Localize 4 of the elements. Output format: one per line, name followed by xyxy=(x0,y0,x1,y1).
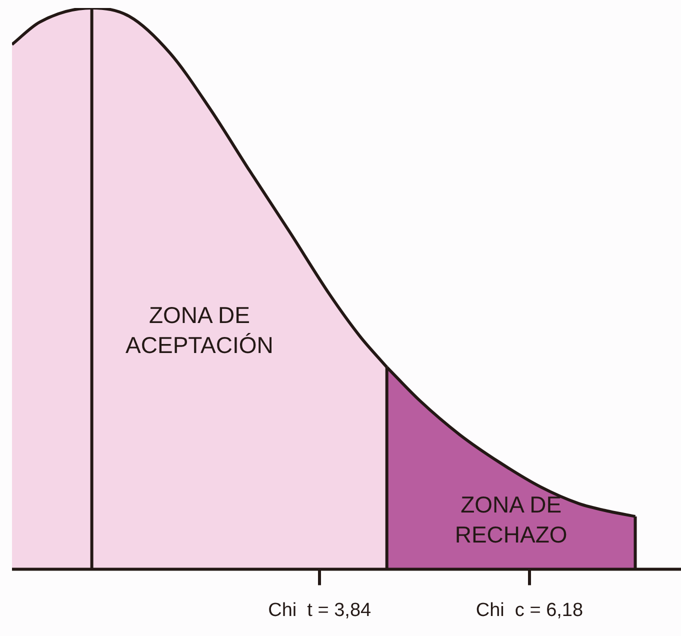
x-tick-label: Chi t = 3,84 xyxy=(268,600,372,621)
series-label: ZONA DE RECHAZO xyxy=(454,492,568,548)
x-tick-label: Chi c = 6,18 xyxy=(476,600,584,621)
series-label: ZONA DE ACEPTACIÓN xyxy=(126,302,274,358)
